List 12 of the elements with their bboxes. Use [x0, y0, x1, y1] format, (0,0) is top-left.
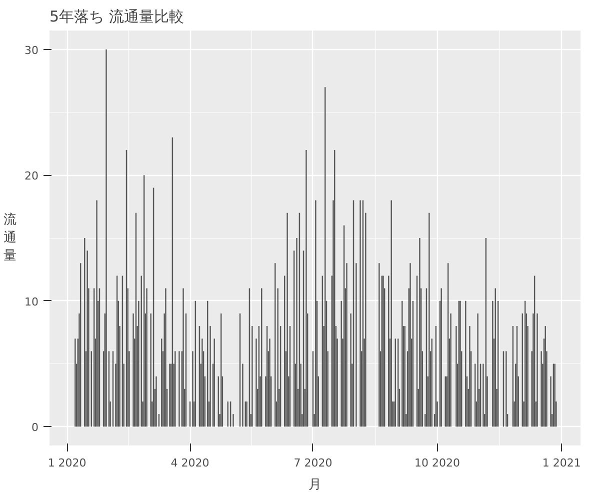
y-tick-label: 20: [24, 170, 39, 183]
y-tick-label: 0: [32, 421, 38, 434]
chart-title: 5年落ち 流通量比較: [50, 8, 184, 26]
x-axis-title: 月: [308, 478, 322, 492]
x-tick-label: 1 2021: [542, 456, 581, 470]
y-tick-label: 10: [24, 295, 39, 308]
x-tick-label: 10 2020: [414, 456, 460, 470]
y-axis-title: 流通量: [4, 212, 17, 264]
x-tick-label: 7 2020: [294, 456, 332, 470]
x-tick-label: 4 2020: [170, 456, 210, 470]
y-tick-label: 30: [24, 44, 39, 57]
x-tick-label: 1 2020: [48, 456, 86, 470]
